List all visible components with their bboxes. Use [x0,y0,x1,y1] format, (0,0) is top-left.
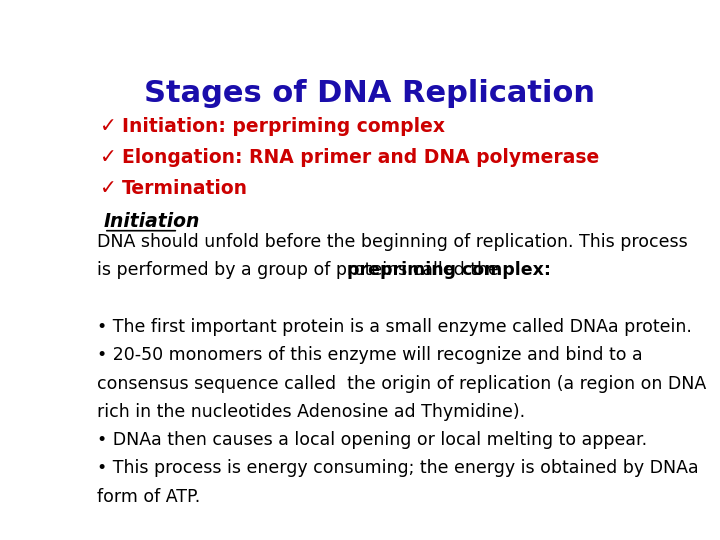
Text: DNA should unfold before the beginning of replication. This process: DNA should unfold before the beginning o… [96,233,688,251]
Text: • 20-50 monomers of this enzyme will recognize and bind to a: • 20-50 monomers of this enzyme will rec… [96,346,642,364]
Text: prepriming complex:: prepriming complex: [347,261,552,280]
Text: Stages of DNA Replication: Stages of DNA Replication [143,79,595,109]
Text: Termination: Termination [122,179,248,198]
Text: Elongation: RNA primer and DNA polymerase: Elongation: RNA primer and DNA polymeras… [122,148,600,167]
Text: rich in the nucleotides Adenosine ad Thymidine).: rich in the nucleotides Adenosine ad Thy… [96,403,525,421]
Text: ✓: ✓ [100,117,117,136]
Text: • This process is energy consuming; the energy is obtained by DNAa: • This process is energy consuming; the … [96,460,698,477]
Text: is performed by a group of proteins called the: is performed by a group of proteins call… [96,261,504,280]
Text: consensus sequence called  the origin of replication (a region on DNA: consensus sequence called the origin of … [96,375,706,393]
Text: • DNAa then causes a local opening or local melting to appear.: • DNAa then causes a local opening or lo… [96,431,647,449]
Text: • The first important protein is a small enzyme called DNAa protein.: • The first important protein is a small… [96,318,692,336]
Text: Initiation: perpriming complex: Initiation: perpriming complex [122,117,446,136]
Text: ✓: ✓ [100,179,117,198]
Text: form of ATP.: form of ATP. [96,488,200,505]
Text: ✓: ✓ [100,148,117,167]
Text: Initiation: Initiation [104,212,200,232]
